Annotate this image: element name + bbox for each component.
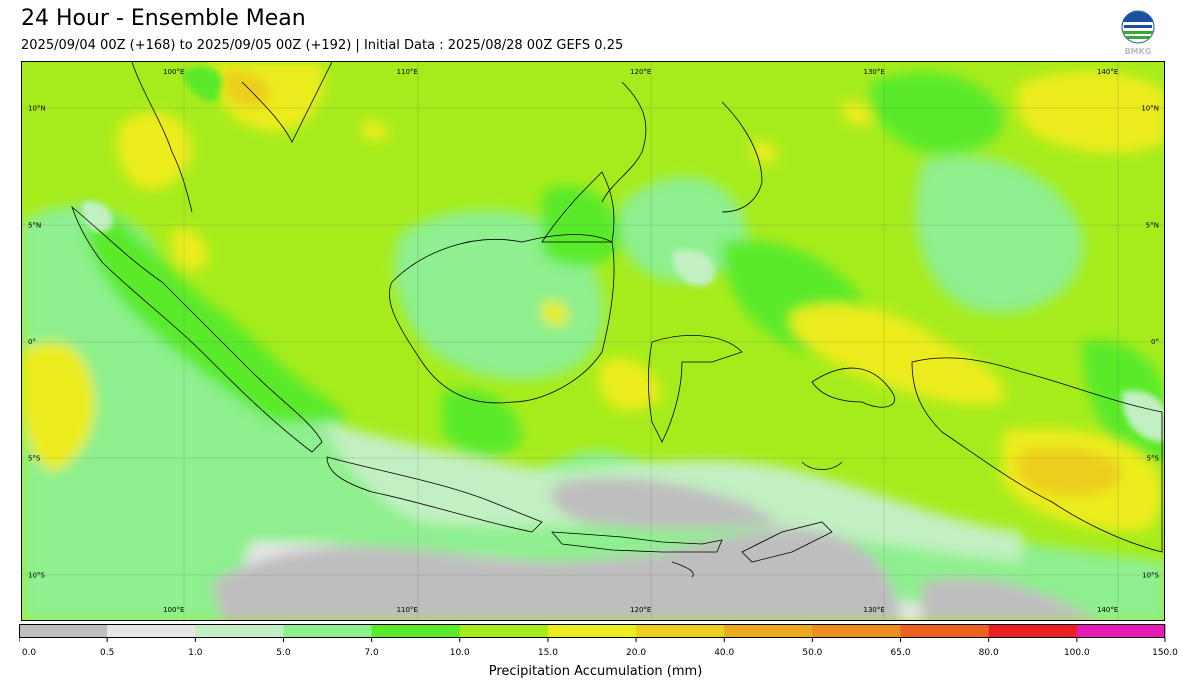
colorbar-segment — [1076, 624, 1166, 638]
lon-tick-label: 120°E — [630, 68, 651, 76]
colorbar-segment — [195, 624, 284, 638]
colorbar-tick-label: 150.0 — [1152, 648, 1178, 658]
lat-tick-label: 5°S — [28, 455, 41, 463]
lon-tick-label: 140°E — [1097, 68, 1118, 76]
lat-tick-label: 0° — [1151, 338, 1159, 346]
colorbar-segment — [812, 624, 902, 638]
colorbar-segment — [900, 624, 990, 638]
precip-field — [22, 62, 1164, 620]
lat-tick-label: 10°N — [28, 105, 46, 113]
colorbar-segment — [547, 624, 637, 638]
lat-tick-label: 10°N — [1141, 105, 1159, 113]
colorbar-tick-label: 15.0 — [538, 648, 558, 658]
colorbar-tick-label: 65.0 — [891, 648, 911, 658]
colorbar-tick-label: 5.0 — [276, 648, 291, 658]
lat-tick-label: 5°S — [1147, 455, 1160, 463]
lon-tick-label: 140°E — [1097, 606, 1118, 614]
colorbar-label: Precipitation Accumulation (mm) — [488, 664, 703, 679]
colorbar-segment — [371, 624, 461, 638]
colorbar-tick-label: 20.0 — [626, 648, 646, 658]
colorbar-tick-label: 40.0 — [714, 648, 734, 658]
precip-field-detail — [82, 66, 1164, 442]
colorbar-border — [19, 624, 1165, 638]
colorbar-segment — [19, 624, 108, 638]
chart-title: 24 Hour - Ensemble Mean — [21, 6, 306, 31]
colorbar-tick-label: 10.0 — [450, 648, 470, 658]
bmkg-logo: BMKG — [1118, 10, 1158, 56]
lon-tick-label: 120°E — [630, 606, 651, 614]
colorbar-segment — [724, 624, 813, 638]
colorbar-tick-label: 0.5 — [100, 648, 114, 658]
precipitation-map: 100°E 100°E 110°E 110°E 120°E 120°E 130°E 130°E… — [21, 61, 1165, 621]
colorbar-tick-label: 50.0 — [802, 648, 822, 658]
colorbar-segment — [988, 624, 1078, 638]
colorbar-tick-label: 1.0 — [188, 648, 203, 658]
lon-tick-label: 100°E — [163, 606, 184, 614]
lat-tick-label: 0° — [28, 338, 36, 346]
colorbar-tick-label: 100.0 — [1064, 648, 1090, 658]
lat-tick-label: 10°S — [28, 571, 45, 579]
axis-tick-labels: 100°E 100°E 110°E 110°E 120°E 120°E 130°E 130°E… — [28, 68, 1160, 614]
logo-text: BMKG — [1125, 47, 1152, 56]
chart-subtitle: 2025/09/04 00Z (+168) to 2025/09/05 00Z … — [21, 38, 624, 53]
colorbar-segment — [107, 624, 196, 638]
colorbar-segment — [636, 624, 725, 638]
colorbar: 0.0 0.5 1.0 5.0 7.0 10.0 15.0 20.0 40.0 50.0 65.0 8… — [18, 624, 1179, 664]
lat-tick-label: 10°S — [1142, 571, 1159, 579]
colorbar-tick-label: 80.0 — [979, 648, 999, 658]
lat-tick-label: 5°N — [28, 221, 41, 229]
colorbar-segment — [283, 624, 373, 638]
lon-tick-label: 100°E — [163, 68, 184, 76]
grid-lines — [22, 62, 1164, 620]
lon-tick-label: 130°E — [864, 606, 885, 614]
lon-tick-label: 130°E — [864, 68, 885, 76]
lon-tick-label: 110°E — [397, 606, 418, 614]
colorbar-segment — [459, 624, 549, 638]
colorbar-tick-label: 7.0 — [364, 648, 379, 658]
lon-tick-label: 110°E — [397, 68, 418, 76]
coastlines — [71, 62, 1163, 578]
lat-tick-label: 5°N — [1146, 221, 1159, 229]
colorbar-tick-label: 0.0 — [22, 648, 37, 658]
